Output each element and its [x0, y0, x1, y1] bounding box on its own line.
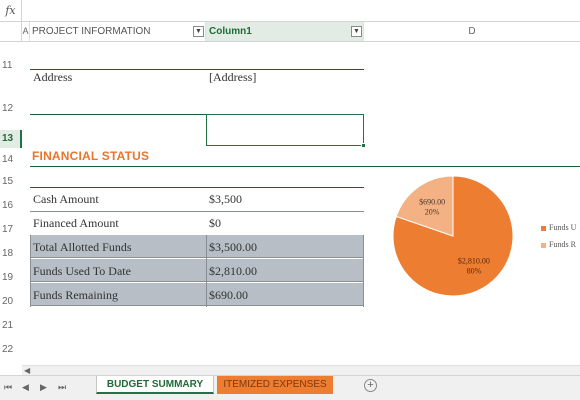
- row-number[interactable]: 15: [2, 176, 14, 187]
- row-number[interactable]: 18: [2, 248, 14, 259]
- function-icon[interactable]: fx: [0, 0, 22, 21]
- tab-budget-summary[interactable]: BUDGET SUMMARY: [96, 376, 214, 394]
- filter-dropdown-icon[interactable]: ▼: [351, 26, 362, 37]
- last-sheet-icon[interactable]: ⏭: [58, 382, 67, 392]
- pie-percent-label: 80%: [467, 266, 482, 275]
- row-number[interactable]: 22: [2, 344, 14, 355]
- legend-swatch: [541, 225, 546, 231]
- row-border: [363, 235, 364, 307]
- sheet-tab-bar: ⏮ ◀ ▶ ⏭ BUDGET SUMMARY ITEMIZED EXPENSES…: [0, 375, 580, 400]
- row-number[interactable]: 16: [2, 200, 14, 211]
- funds-used-label[interactable]: Funds Used To Date: [33, 264, 131, 278]
- address-label[interactable]: Address: [33, 70, 73, 84]
- legend-item-funds-used[interactable]: Funds U: [541, 223, 576, 232]
- column-header-label: Column1: [209, 26, 252, 37]
- section-underline: [30, 166, 580, 167]
- column-header-row: A PROJECT INFORMATION ▼ Column1 ▼ D: [0, 22, 580, 42]
- pie-value-label: $2,810.00: [458, 256, 490, 265]
- funds-used-value[interactable]: $2,810.00: [209, 264, 257, 278]
- funds-remaining-value[interactable]: $690.00: [209, 288, 248, 302]
- filter-dropdown-icon[interactable]: ▼: [193, 26, 204, 37]
- add-sheet-icon[interactable]: +: [364, 379, 377, 392]
- row-number[interactable]: 21: [2, 320, 14, 331]
- fill-handle[interactable]: [361, 143, 366, 148]
- funds-remaining-label[interactable]: Funds Remaining: [33, 288, 119, 302]
- column-header-column1[interactable]: Column1 ▼: [206, 22, 364, 41]
- row-number[interactable]: 20: [2, 296, 14, 307]
- pie-slice-funds-remaining[interactable]: [395, 175, 454, 237]
- financial-status-title[interactable]: FINANCIAL STATUS: [32, 149, 150, 163]
- next-sheet-icon[interactable]: ▶: [40, 382, 47, 392]
- row-border: [30, 235, 31, 307]
- financed-amount-value[interactable]: $0: [209, 216, 221, 230]
- prev-sheet-icon[interactable]: ◀: [22, 382, 29, 392]
- legend-swatch: [541, 242, 546, 248]
- column-header-a[interactable]: A: [22, 22, 30, 41]
- row-border: [30, 187, 364, 188]
- row-number[interactable]: 14: [2, 154, 14, 165]
- pie-percent-label: 20%: [425, 208, 440, 217]
- total-allotted-value[interactable]: $3,500.00: [209, 240, 257, 254]
- row-number-active[interactable]: 13: [0, 130, 22, 148]
- row-border: [206, 235, 207, 307]
- cash-amount-value[interactable]: $3,500: [209, 192, 242, 206]
- address-value[interactable]: [Address]: [209, 70, 257, 84]
- selected-cell[interactable]: [206, 114, 366, 148]
- total-allotted-row: [30, 235, 364, 258]
- formula-input[interactable]: [23, 0, 580, 21]
- financed-amount-label[interactable]: Financed Amount: [33, 216, 119, 230]
- row-number[interactable]: 17: [2, 224, 14, 235]
- total-allotted-label[interactable]: Total Allotted Funds: [33, 240, 132, 254]
- scroll-left-icon[interactable]: ◀: [24, 366, 31, 375]
- funds-remaining-row: [30, 283, 364, 306]
- legend-label: Funds U: [549, 223, 577, 232]
- first-sheet-icon[interactable]: ⏮: [4, 382, 13, 392]
- row-number[interactable]: 12: [2, 103, 14, 114]
- formula-bar: fx: [0, 0, 580, 22]
- pie-slice-funds-used[interactable]: [392, 175, 514, 297]
- row-number[interactable]: 19: [2, 272, 14, 283]
- pie-value-label: $690.00: [419, 198, 445, 207]
- cash-amount-label[interactable]: Cash Amount: [33, 192, 99, 206]
- row-border: [30, 114, 206, 115]
- legend-label: Funds R: [549, 240, 576, 249]
- legend-item-funds-remaining[interactable]: Funds R: [541, 240, 576, 249]
- funds-used-row: [30, 259, 364, 282]
- column-header-project-information[interactable]: PROJECT INFORMATION ▼: [30, 22, 206, 41]
- row-number[interactable]: 11: [2, 60, 13, 71]
- row-border: [30, 211, 364, 212]
- column-header-label: PROJECT INFORMATION: [32, 26, 151, 37]
- row-border: [30, 69, 364, 70]
- column-header-d[interactable]: D: [468, 26, 476, 37]
- horizontal-scrollbar[interactable]: ◀: [22, 365, 580, 375]
- select-all-corner[interactable]: [0, 22, 22, 41]
- tab-itemized-expenses[interactable]: ITEMIZED EXPENSES: [217, 376, 333, 394]
